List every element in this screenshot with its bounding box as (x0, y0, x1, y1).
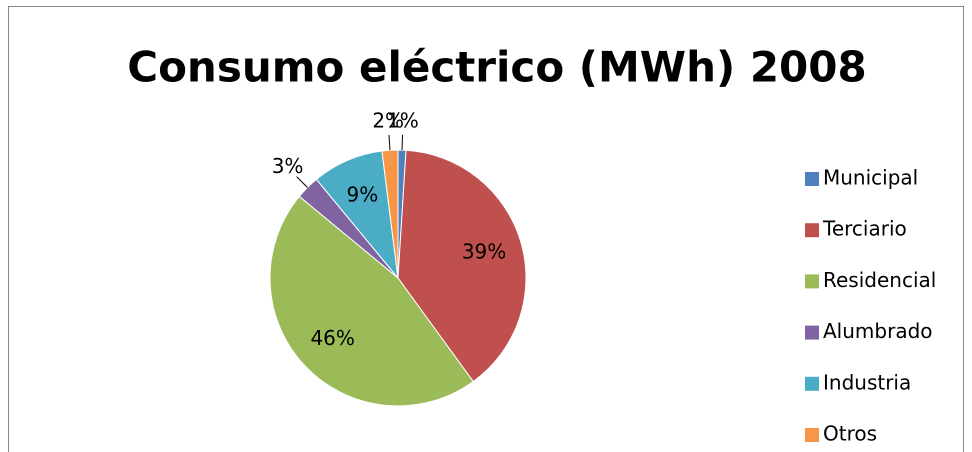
legend-swatch (805, 325, 819, 340)
data-label: 1% (387, 108, 419, 132)
data-label: 39% (462, 240, 506, 264)
legend-swatch (805, 274, 819, 289)
leader-line (296, 176, 308, 188)
legend-label: Residencial (823, 268, 936, 292)
legend-label: Terciario (822, 217, 907, 241)
legend-label: Industria (823, 370, 911, 394)
legend-swatch (805, 376, 819, 391)
legend-swatch (805, 428, 819, 442)
data-label: 46% (310, 326, 354, 350)
legend-label: Alumbrado (823, 319, 933, 343)
leader-line (388, 134, 391, 151)
legend-swatch (805, 223, 819, 238)
chart-title: Consumo eléctrico (MWh) 2008 (127, 43, 866, 92)
pie-slice (269, 195, 474, 407)
pie-slice (397, 149, 527, 383)
legend-label: Municipal (823, 166, 918, 190)
legend-label: Otros (823, 422, 877, 446)
data-label: 9% (347, 182, 379, 206)
legend-swatch (805, 172, 819, 186)
data-label: 2% (372, 109, 404, 133)
data-label: 3% (272, 154, 304, 178)
